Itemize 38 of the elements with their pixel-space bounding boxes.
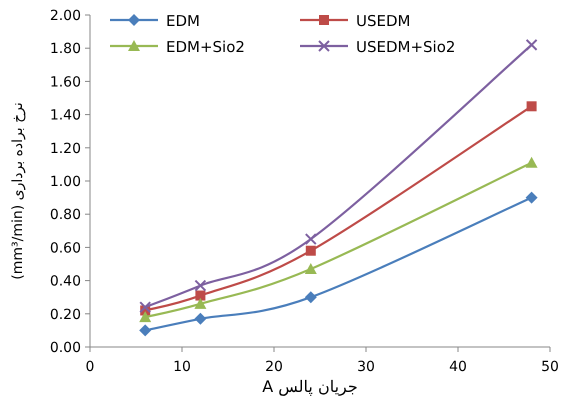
x-tick-label: 50: [541, 359, 559, 375]
point: [194, 312, 206, 325]
y-tick-label: 0.80: [50, 207, 81, 224]
point: [139, 301, 152, 314]
point: [194, 280, 206, 292]
point: [304, 262, 317, 274]
y-tick-label: 0.40: [50, 274, 81, 290]
y-tick-label: 1.40: [50, 108, 81, 124]
point: [526, 156, 538, 168]
y-tick-label: 1.80: [50, 41, 81, 58]
y-tick-label: 1.60: [50, 74, 81, 90]
point: [139, 311, 152, 322]
legend-label: EDM+Sio2: [166, 38, 245, 56]
y-axis-title: نرخ براده برداری (mm³/min): [10, 102, 26, 280]
y-tick-label: 2.00: [50, 8, 81, 24]
y-tick-label: 0.20: [50, 306, 81, 323]
point: [304, 233, 317, 246]
point: [526, 192, 538, 204]
point: [304, 291, 317, 304]
legend-label: USEDM+Sio2: [356, 38, 456, 56]
point: [526, 38, 538, 51]
y-tick-label: 0.00: [50, 340, 81, 356]
x-tick-label: 40: [449, 359, 467, 375]
point: [194, 298, 206, 309]
legend-label: EDM: [166, 12, 200, 30]
point: [139, 324, 152, 336]
x-tick-label: 10: [173, 359, 191, 375]
y-tick-label: 1.00: [50, 174, 81, 190]
x-tick-label: 0: [86, 359, 94, 375]
x-axis-title: جریان پالس A: [262, 377, 358, 396]
x-tick-label: 20: [265, 359, 283, 375]
point: [195, 290, 206, 301]
y-tick-label: 1.20: [50, 140, 81, 157]
legend-label: USEDM: [356, 12, 410, 30]
point: [526, 101, 537, 112]
x-tick-label: 30: [357, 359, 375, 375]
y-tick-label: 0.60: [50, 240, 81, 256]
point: [306, 246, 316, 256]
